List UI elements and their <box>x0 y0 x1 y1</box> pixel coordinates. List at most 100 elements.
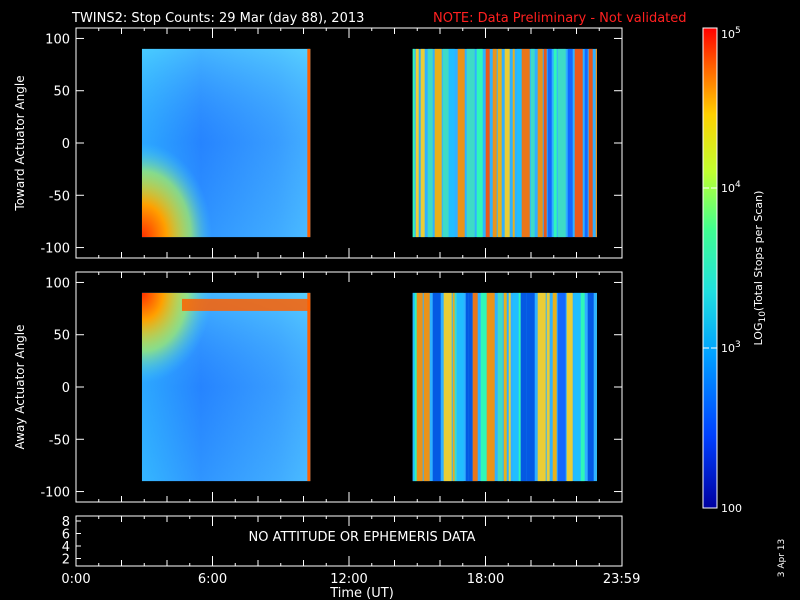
time-stripe <box>456 292 464 482</box>
y-tick-label: 0 <box>62 137 70 152</box>
time-stripe <box>465 292 469 482</box>
time-stripe <box>526 292 535 482</box>
edge-stripe <box>307 48 311 238</box>
time-stripe <box>504 48 510 238</box>
data-block <box>412 48 597 238</box>
y-tick-label: 100 <box>45 32 70 47</box>
time-stripe <box>442 48 449 238</box>
time-stripe <box>492 48 497 238</box>
time-stripe <box>580 292 585 482</box>
colorbar-tick-label: 105 <box>721 26 741 41</box>
time-stripe <box>443 292 452 482</box>
data-block <box>141 292 311 482</box>
time-stripe <box>537 48 543 238</box>
time-stripe <box>557 48 566 238</box>
time-stripe <box>466 48 475 238</box>
time-stripe <box>573 292 581 482</box>
toward-actuator-panel: 100 50 0 -50 -100 Toward Actuator Angle <box>13 27 623 259</box>
date-stamp: 3 Apr 13 <box>777 539 787 577</box>
time-stripe <box>508 292 511 482</box>
y-tick-label: -50 <box>49 189 70 204</box>
time-stripe <box>520 292 527 482</box>
edge-stripe <box>307 292 311 482</box>
data-block <box>412 292 597 482</box>
colorbar-tick-label: 103 <box>721 340 741 355</box>
time-stripe <box>486 292 495 482</box>
no-data-message: NO ATTITUDE OR EPHEMERIS DATA <box>249 530 476 545</box>
away-actuator-panel: 100 50 0 -50 -100 Away Actuator Angle <box>13 271 623 503</box>
y-tick-label: 4 <box>62 540 70 555</box>
colorbar-tick-label: 104 <box>721 180 741 195</box>
y-tick-label: -100 <box>40 486 70 501</box>
time-stripe <box>472 292 478 482</box>
time-stripe <box>416 292 423 482</box>
x-axis-label: Time (UT) <box>329 586 394 600</box>
y-tick-label: 8 <box>62 515 70 530</box>
colorbar: 105 104 103 100 LOG10(Total Stops per Scan) <box>702 26 768 515</box>
time-stripe <box>588 48 593 238</box>
y-tick-label: 50 <box>53 85 70 100</box>
time-stripe <box>414 292 417 482</box>
y-tick-label: 100 <box>45 276 70 291</box>
time-stripe <box>485 48 490 238</box>
time-stripe <box>587 292 594 482</box>
x-tick-label: 23:59 <box>603 572 640 587</box>
colorbar-tick-label: 100 <box>721 502 742 515</box>
x-tick-label: 12:00 <box>330 572 367 587</box>
time-stripe <box>432 292 441 482</box>
time-stripe <box>595 48 597 238</box>
time-stripe <box>567 48 573 238</box>
time-stripe <box>552 292 557 482</box>
y-tick-label: 6 <box>62 528 70 543</box>
x-tick-label: 6:00 <box>198 572 227 587</box>
x-tick-label: 18:00 <box>467 572 504 587</box>
y-tick-label: 2 <box>62 553 70 568</box>
colorbar-label: LOG10(Total Stops per Scan) <box>752 191 768 346</box>
time-stripe <box>452 292 455 482</box>
time-stripe <box>412 48 415 238</box>
time-stripe <box>420 48 425 238</box>
time-stripe <box>574 48 583 238</box>
time-stripe <box>557 292 566 482</box>
time-stripe <box>547 48 552 238</box>
time-stripe <box>584 48 588 238</box>
time-stripe <box>434 48 442 238</box>
figure-title: TWINS2: Stop Counts: 29 Mar (day 88), 20… <box>71 11 364 26</box>
hot-region <box>141 143 212 238</box>
y-axis-label: Away Actuator Angle <box>13 324 27 449</box>
time-stripe <box>497 48 502 238</box>
y-tick-label: -50 <box>49 433 70 448</box>
colorbar-gradient <box>702 27 718 509</box>
x-tick-label: 0:00 <box>61 572 90 587</box>
preliminary-note: NOTE: Data Preliminary - Not validated <box>433 11 687 26</box>
time-stripe <box>454 292 457 482</box>
time-stripe <box>537 292 546 482</box>
time-stripe <box>512 48 515 238</box>
time-stripe <box>412 292 415 482</box>
time-stripe <box>423 292 430 482</box>
time-stripe <box>415 48 419 238</box>
time-stripe <box>518 292 521 482</box>
time-stripe <box>427 48 433 238</box>
time-stripe <box>457 48 465 238</box>
time-stripe <box>512 292 519 482</box>
time-stripe <box>476 48 483 238</box>
time-stripe <box>480 292 487 482</box>
y-tick-label: 0 <box>62 381 70 396</box>
time-stripe <box>530 48 535 238</box>
data-block <box>141 48 311 238</box>
time-stripe <box>516 48 522 238</box>
time-stripe <box>468 292 473 482</box>
time-stripe <box>543 48 547 238</box>
hot-band <box>181 298 311 311</box>
time-stripe <box>546 292 550 482</box>
time-stripe <box>497 292 503 482</box>
y-axis-label: Toward Actuator Angle <box>13 75 27 211</box>
time-stripe <box>521 48 530 238</box>
y-tick-label: -100 <box>40 242 70 257</box>
time-stripe <box>448 48 455 238</box>
time-stripe <box>503 292 507 482</box>
